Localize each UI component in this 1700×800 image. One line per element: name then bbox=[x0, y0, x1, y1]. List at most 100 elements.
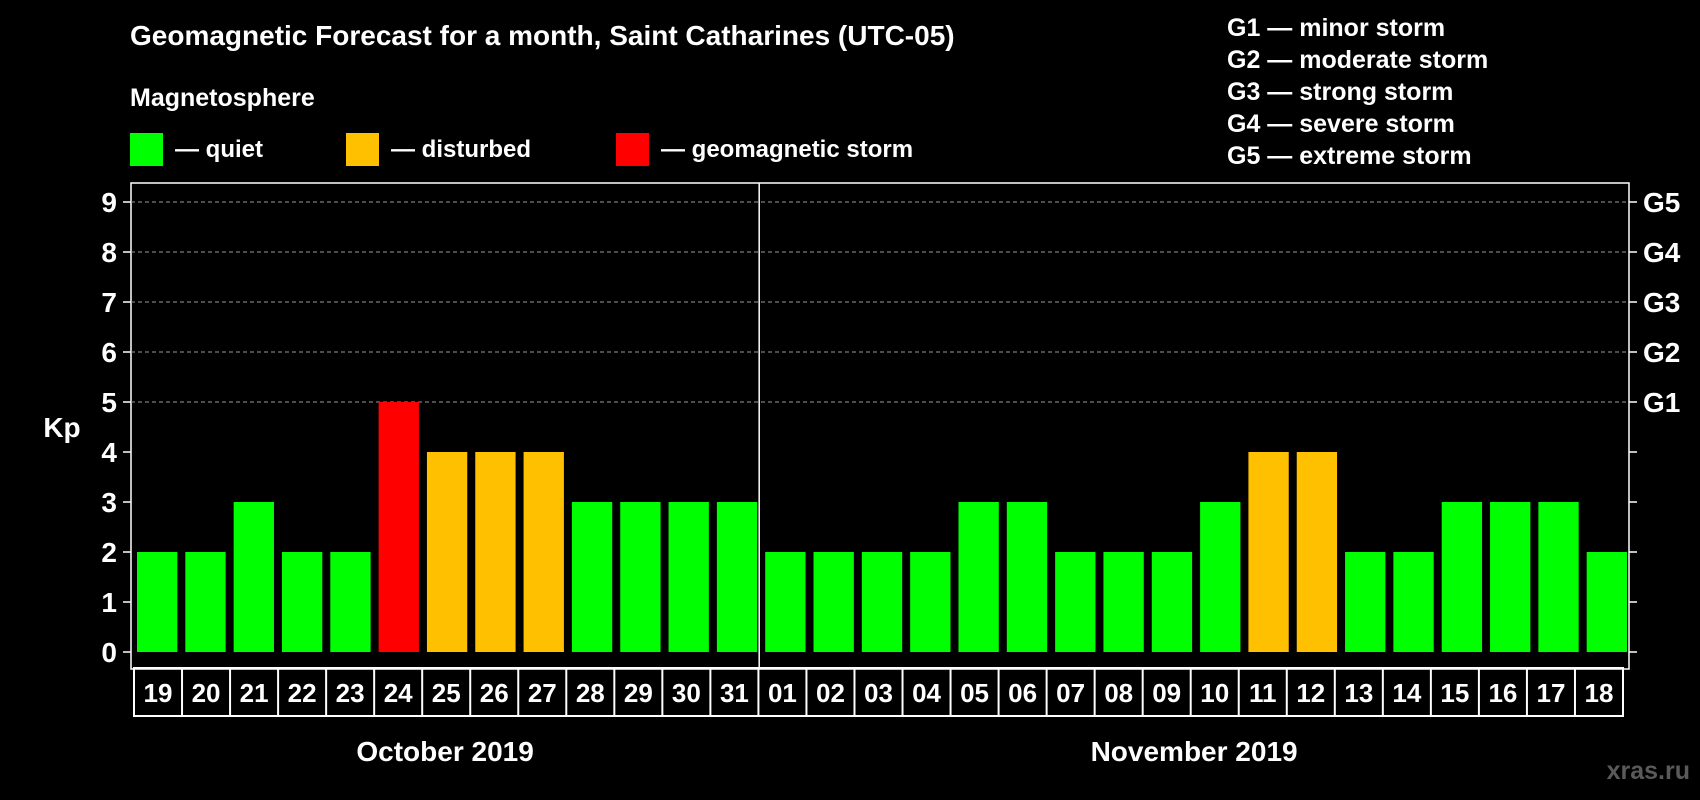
date-label-10: 10 bbox=[1200, 678, 1229, 708]
date-label-27: 27 bbox=[528, 678, 557, 708]
kp-bar-11 bbox=[1248, 452, 1289, 652]
date-label-11: 11 bbox=[1249, 678, 1277, 708]
date-label-22: 22 bbox=[288, 678, 317, 708]
kp-bar-20 bbox=[185, 552, 226, 652]
date-label-13: 13 bbox=[1344, 678, 1373, 708]
legend-heading: Magnetosphere bbox=[130, 84, 315, 112]
legend-label-disturbed: — disturbed bbox=[391, 135, 532, 163]
kp-bar-28 bbox=[571, 502, 613, 652]
legend-swatch-quiet bbox=[130, 133, 163, 166]
kp-bar-23 bbox=[330, 552, 371, 652]
y-tick-label: 7 bbox=[101, 287, 117, 318]
g-scale-item: G4 — severe storm bbox=[1227, 110, 1455, 138]
g-axis-label: G5 bbox=[1643, 187, 1680, 218]
y-tick-label: 6 bbox=[101, 337, 117, 368]
y-axis-label: Kp bbox=[43, 412, 80, 443]
month-label-november: November 2019 bbox=[1090, 736, 1298, 767]
date-label-29: 29 bbox=[624, 678, 653, 708]
g-axis-label: G3 bbox=[1643, 287, 1680, 318]
y-tick-label: 2 bbox=[101, 537, 117, 568]
kp-bar-16 bbox=[1490, 502, 1531, 652]
date-label-23: 23 bbox=[336, 678, 365, 708]
kp-bar-07 bbox=[1055, 552, 1096, 652]
date-label-24: 24 bbox=[384, 678, 413, 708]
kp-bar-22 bbox=[281, 552, 323, 652]
g-scale-item: G5 — extreme storm bbox=[1227, 142, 1472, 170]
date-label-02: 02 bbox=[816, 678, 845, 708]
kp-bar-17 bbox=[1538, 502, 1579, 652]
y-tick-label: 0 bbox=[101, 637, 117, 668]
date-label-14: 14 bbox=[1392, 678, 1421, 708]
g-scale-legend: G1 — minor storm G2 — moderate storm G3 … bbox=[1227, 12, 1488, 172]
legend-label-quiet: — quiet bbox=[175, 135, 263, 163]
date-label-12: 12 bbox=[1296, 678, 1325, 708]
kp-bar-06 bbox=[1006, 502, 1048, 652]
legend-item-disturbed: — disturbed bbox=[346, 133, 531, 166]
kp-bar-15 bbox=[1441, 502, 1483, 652]
legend-swatch-storm bbox=[616, 133, 649, 166]
legend-label-storm: — geomagnetic storm bbox=[661, 135, 914, 163]
kp-bar-31 bbox=[716, 502, 758, 652]
y-tick-label: 9 bbox=[101, 187, 117, 218]
kp-bar-02 bbox=[813, 552, 854, 652]
date-label-26: 26 bbox=[480, 678, 509, 708]
g-axis-label: G1 bbox=[1643, 387, 1680, 418]
date-label-06: 06 bbox=[1008, 678, 1037, 708]
kp-bar-09 bbox=[1151, 552, 1193, 652]
g-scale-item: G1 — minor storm bbox=[1227, 14, 1446, 42]
date-label-31: 31 bbox=[720, 678, 749, 708]
date-label-18: 18 bbox=[1585, 678, 1614, 708]
date-label-03: 03 bbox=[864, 678, 893, 708]
kp-bar-30 bbox=[668, 502, 709, 652]
date-label-30: 30 bbox=[672, 678, 701, 708]
kp-bar-14 bbox=[1393, 552, 1434, 652]
date-label-07: 07 bbox=[1056, 678, 1085, 708]
date-label-19: 19 bbox=[144, 678, 173, 708]
y-tick-label: 4 bbox=[101, 437, 117, 468]
y-tick-label: 1 bbox=[101, 587, 117, 618]
date-label-17: 17 bbox=[1536, 678, 1565, 708]
g-scale-item: G2 — moderate storm bbox=[1227, 46, 1489, 74]
y-tick-label: 3 bbox=[101, 487, 117, 518]
kp-bar-24 bbox=[378, 402, 419, 652]
y-tick-label: 5 bbox=[101, 387, 117, 418]
kp-bar-26 bbox=[475, 452, 516, 652]
g-scale-item: G3 — strong storm bbox=[1227, 78, 1454, 106]
date-label-05: 05 bbox=[960, 678, 989, 708]
date-label-28: 28 bbox=[576, 678, 605, 708]
g-axis-label: G2 bbox=[1643, 337, 1680, 368]
kp-bar-27 bbox=[523, 452, 564, 652]
kp-bar-01 bbox=[765, 552, 806, 652]
date-strip bbox=[133, 667, 1624, 717]
kp-bar-03 bbox=[861, 552, 903, 652]
watermark: xras.ru bbox=[1606, 757, 1690, 785]
kp-bar-13 bbox=[1345, 552, 1386, 652]
date-label-25: 25 bbox=[432, 678, 461, 708]
date-label-16: 16 bbox=[1488, 678, 1517, 708]
kp-bar-25 bbox=[426, 452, 468, 652]
kp-bar-10 bbox=[1200, 502, 1241, 652]
kp-bar-18 bbox=[1586, 552, 1627, 652]
kp-bar-21 bbox=[233, 502, 274, 652]
kp-bar-29 bbox=[620, 502, 661, 652]
kp-bar-08 bbox=[1103, 552, 1144, 652]
date-label-01: 01 bbox=[768, 678, 797, 708]
g-axis-label: G4 bbox=[1643, 237, 1681, 268]
legend-item-storm: — geomagnetic storm bbox=[616, 133, 913, 166]
date-label-09: 09 bbox=[1152, 678, 1181, 708]
month-label-october: October 2019 bbox=[356, 736, 534, 767]
kp-bar-12 bbox=[1296, 452, 1338, 652]
chart-title: Geomagnetic Forecast for a month, Saint … bbox=[130, 20, 955, 51]
date-label-20: 20 bbox=[192, 678, 221, 708]
y-tick-label: 8 bbox=[101, 237, 117, 268]
kp-bar-05 bbox=[958, 502, 999, 652]
date-label-08: 08 bbox=[1104, 678, 1133, 708]
kp-bar-19 bbox=[137, 552, 178, 652]
legend-swatch-disturbed bbox=[346, 133, 379, 166]
date-label-04: 04 bbox=[912, 678, 941, 708]
kp-bar-04 bbox=[910, 552, 951, 652]
date-label-15: 15 bbox=[1440, 678, 1469, 708]
date-label-21: 21 bbox=[240, 678, 269, 708]
legend-item-quiet: — quiet bbox=[130, 133, 263, 166]
